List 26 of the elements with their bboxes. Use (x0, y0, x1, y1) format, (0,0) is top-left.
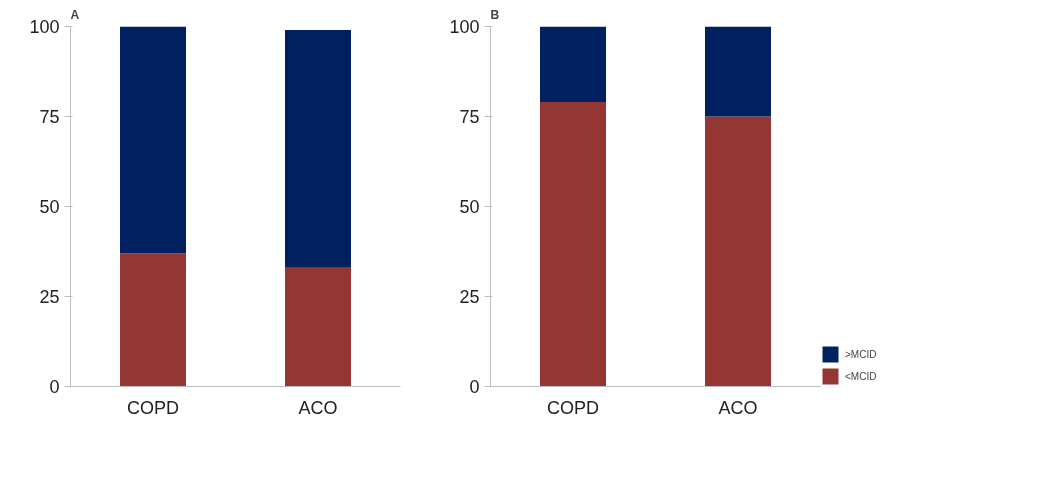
y-tick-label: 75 (459, 107, 480, 127)
bar (705, 26, 771, 117)
bar (540, 102, 606, 387)
y-tick-label: 25 (459, 287, 480, 307)
bar (120, 26, 186, 254)
y-tick-label: 50 (459, 197, 480, 217)
x-tick-label: COPD (547, 397, 600, 418)
chart-title: A (70, 7, 80, 22)
y-tick-label: 50 (39, 197, 60, 217)
y-tick-label: 100 (449, 17, 480, 37)
bar (120, 253, 186, 387)
y-tick-label: 25 (39, 287, 60, 307)
y-tick-label: 0 (49, 377, 60, 397)
bar (285, 267, 351, 387)
x-tick-label: COPD (127, 397, 180, 418)
x-tick-label: ACO (718, 397, 758, 418)
bar (285, 30, 351, 268)
y-tick-label: 0 (469, 377, 480, 397)
legend-label: <MCID (845, 370, 877, 382)
bar (540, 26, 606, 103)
y-tick-label: 75 (39, 107, 60, 127)
legend-label: >MCID (845, 348, 877, 360)
chart-title: B (490, 7, 500, 22)
x-tick-label: ACO (298, 397, 338, 418)
y-tick-label: 100 (29, 17, 60, 37)
bar (705, 116, 771, 387)
